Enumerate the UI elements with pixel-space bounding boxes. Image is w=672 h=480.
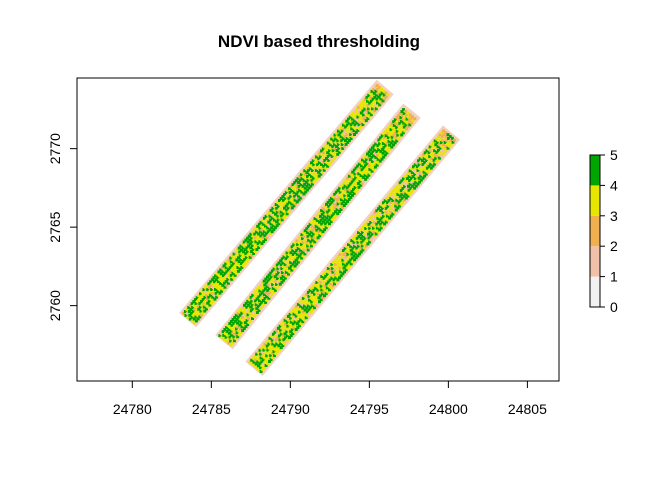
strip-2 [215, 104, 420, 350]
legend: 0 1 2 3 4 5 [590, 147, 618, 315]
strip-3 [245, 125, 460, 376]
x-tick-label: 24805 [508, 401, 547, 417]
raster-pixel [413, 117, 416, 120]
x-axis: 24780 24785 24790 24795 24800 24805 [113, 381, 547, 417]
chart-title: NDVI based thresholding [218, 32, 420, 51]
y-tick-label: 2770 [47, 133, 63, 164]
raster-layer [179, 80, 460, 376]
legend-swatch [590, 246, 600, 276]
x-tick-label: 24780 [113, 401, 152, 417]
y-tick-label: 2765 [47, 211, 63, 242]
legend-label: 3 [610, 208, 618, 224]
y-axis: 2760 2765 2770 [47, 133, 77, 321]
x-tick-label: 24785 [192, 401, 231, 417]
strip-1 [179, 80, 394, 327]
legend-swatch [590, 185, 600, 215]
legend-label: 4 [610, 177, 618, 193]
raster-pixel [387, 93, 390, 96]
legend-label: 0 [610, 299, 618, 315]
y-tick-label: 2760 [47, 290, 63, 321]
legend-swatch [590, 277, 600, 307]
x-tick-label: 24795 [350, 401, 389, 417]
raster-pixel [453, 139, 456, 142]
x-tick-label: 24790 [271, 401, 310, 417]
x-tick-label: 24800 [429, 401, 468, 417]
legend-label: 5 [610, 147, 618, 163]
legend-label: 2 [610, 238, 618, 254]
legend-label: 1 [610, 269, 618, 285]
legend-swatch [590, 155, 600, 185]
legend-swatch [590, 216, 600, 246]
